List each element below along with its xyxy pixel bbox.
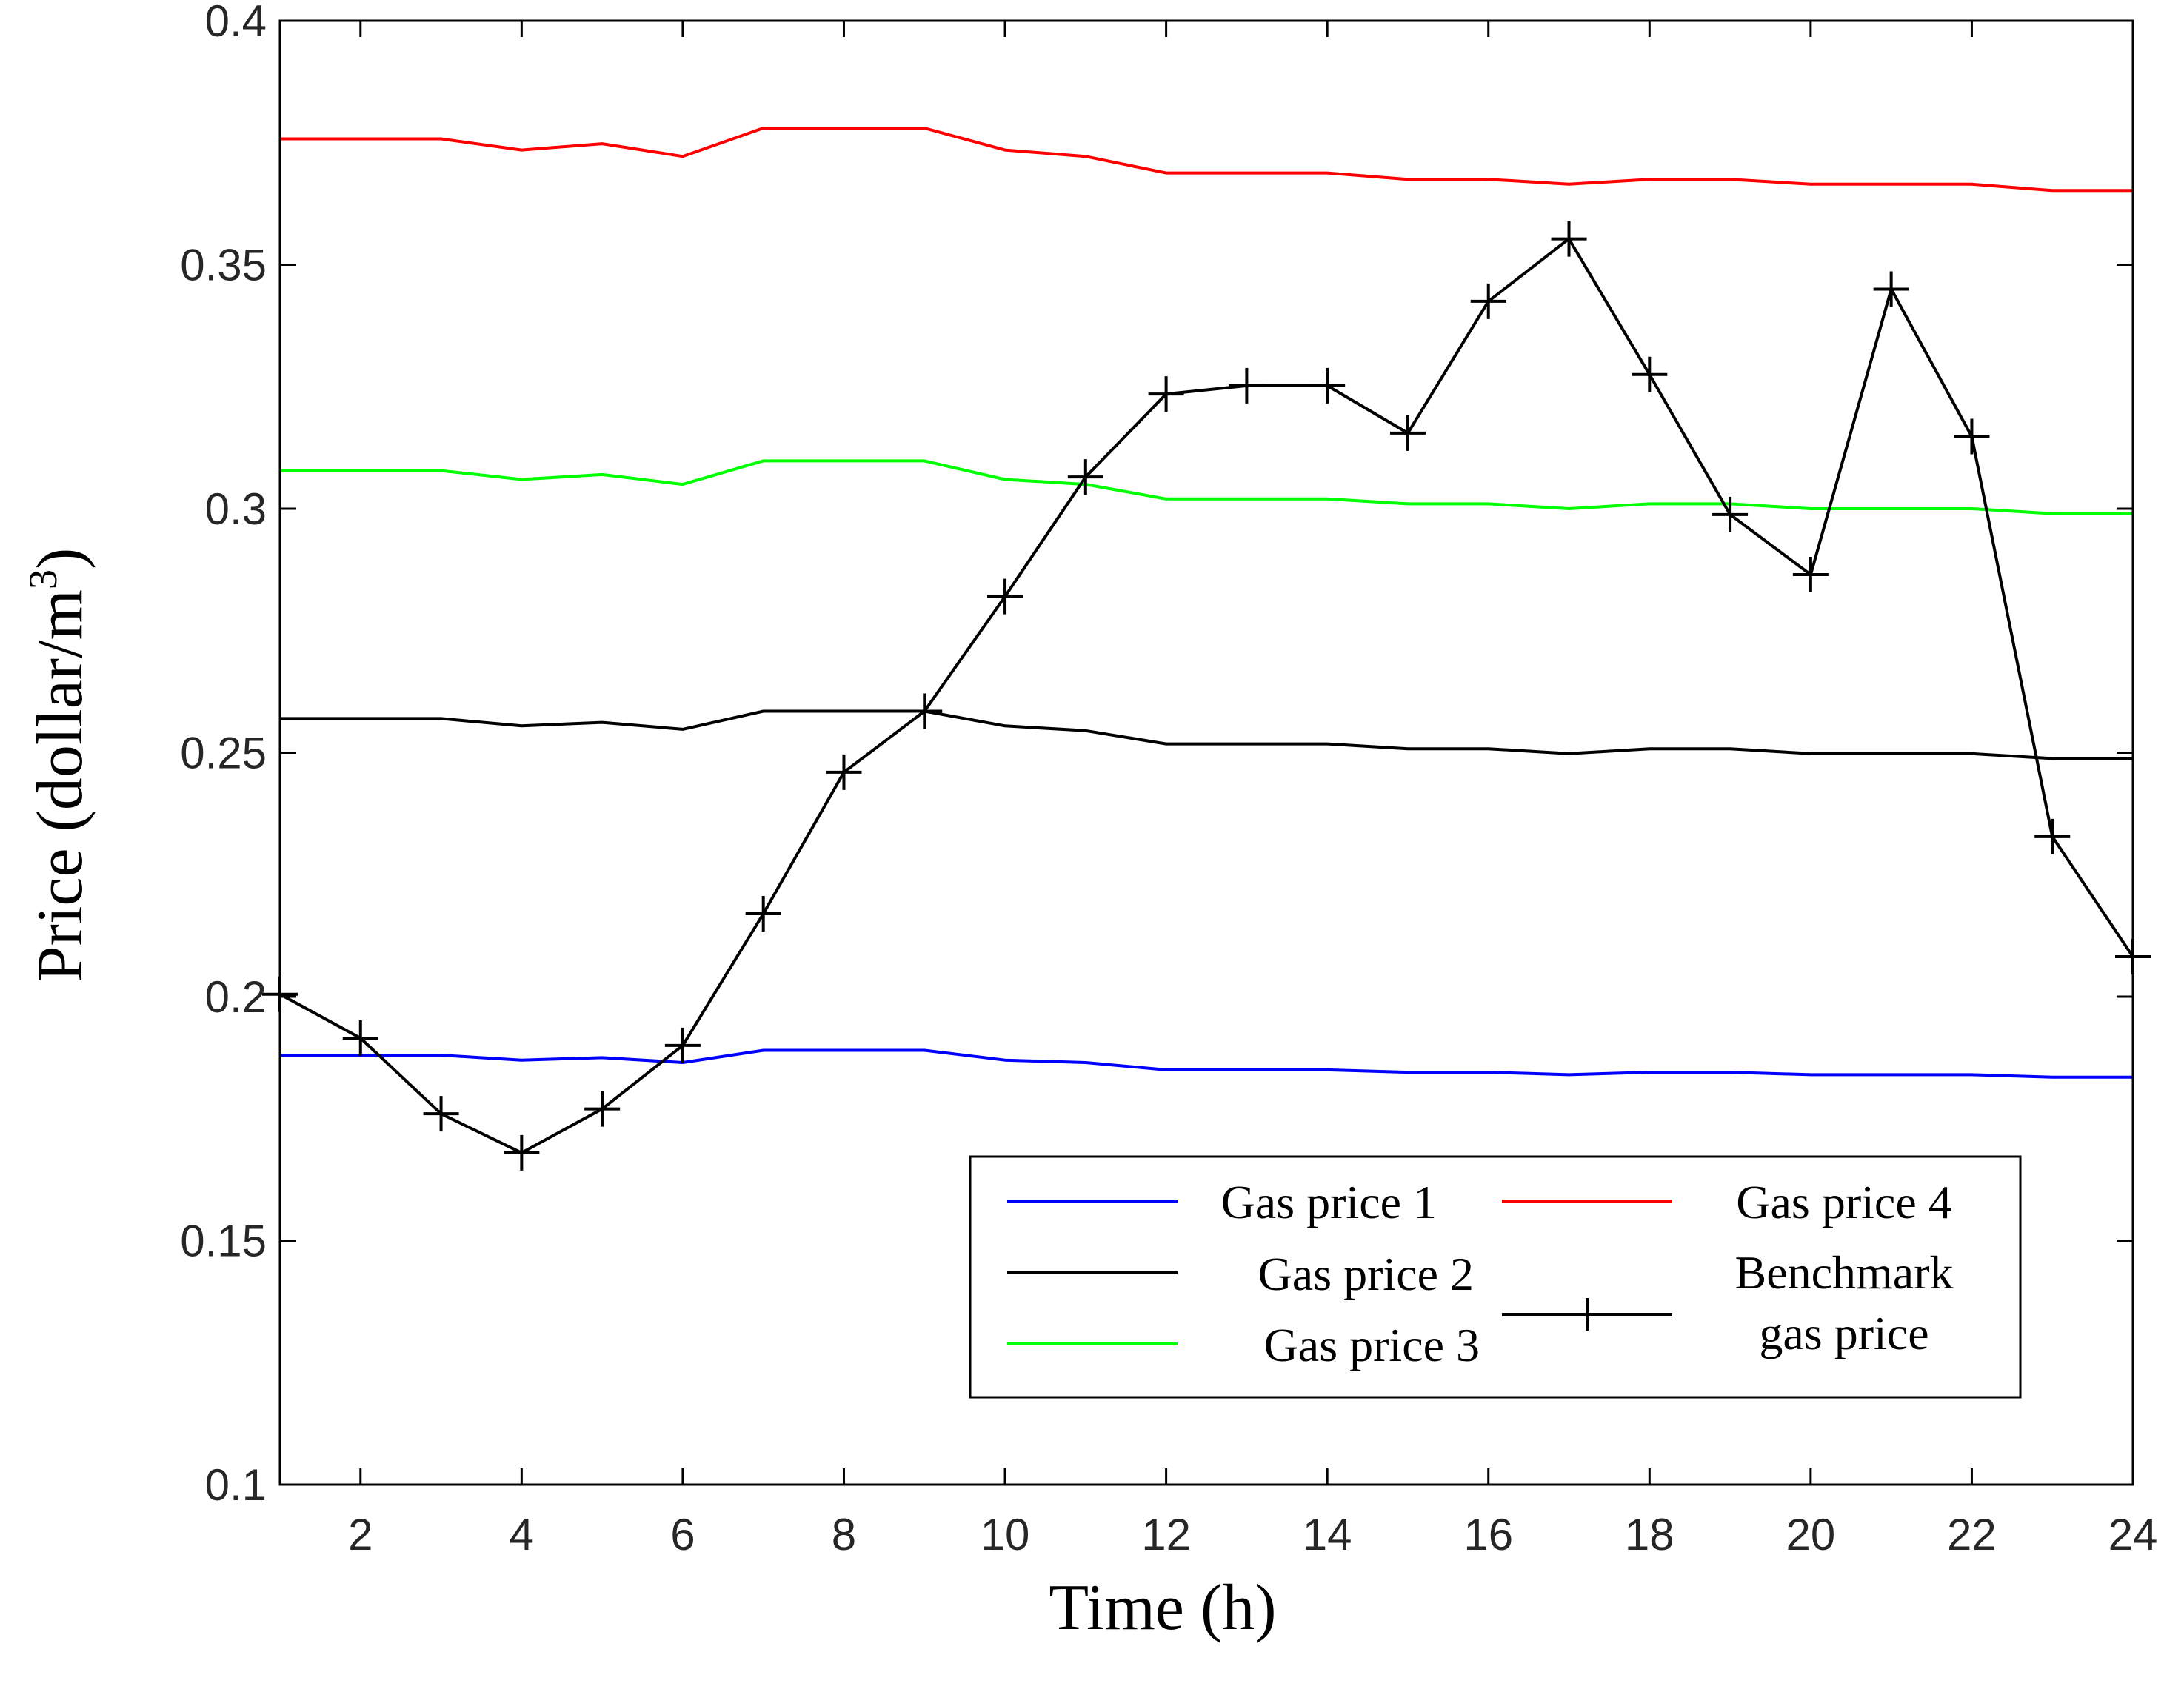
data-point-benchmark-gas-price	[1470, 283, 1506, 319]
y-tick-label: 0.2	[205, 972, 267, 1022]
series-line-gas-price-1	[280, 1048, 2133, 1079]
x-tick-label: 14	[1303, 1510, 1352, 1559]
data-point-benchmark-gas-price	[1148, 376, 1184, 412]
legend-label-gas-price-4: Gas price 4	[1736, 1176, 1951, 1228]
data-point-benchmark-gas-price	[1229, 367, 1265, 404]
plot-frame	[278, 19, 2134, 1486]
x-tick-label: 12	[1141, 1510, 1191, 1559]
data-point-benchmark-gas-price	[664, 1027, 701, 1063]
y-tick-label: 0.3	[205, 484, 267, 534]
legend-label-benchmark-line1: Benchmark	[1735, 1246, 1954, 1299]
x-tick-label: 20	[1786, 1510, 1835, 1559]
data-point-benchmark-gas-price	[1712, 496, 1749, 532]
x-axis-title: Time (h)	[1049, 1572, 1276, 1644]
legend-label-gas-price-3: Gas price 3	[1264, 1319, 1480, 1371]
y-axis-title-superscript: 3	[21, 569, 65, 589]
data-point-benchmark-gas-price	[1632, 356, 1668, 392]
x-tick-label: 22	[1947, 1510, 1997, 1559]
y-tick-label: 0.25	[180, 729, 267, 778]
data-point-benchmark-gas-price	[342, 1020, 378, 1057]
data-point-benchmark-gas-price	[1792, 556, 1829, 592]
x-tick-label: 24	[2108, 1510, 2158, 1559]
data-point-benchmark-gas-price	[826, 754, 862, 790]
legend-box	[969, 1155, 2022, 1399]
x-tick-label: 18	[1625, 1510, 1674, 1559]
legend-label-gas-price-2: Gas price 2	[1258, 1248, 1474, 1300]
data-point-benchmark-gas-price	[2034, 818, 2071, 854]
x-tick-label: 10	[981, 1510, 1030, 1559]
x-tick-label: 2	[348, 1510, 373, 1559]
data-point-benchmark-gas-price	[1551, 221, 1587, 257]
data-point-benchmark-gas-price	[745, 895, 781, 932]
y-tick-label: 0.35	[180, 241, 267, 290]
y-tick-label: 0.4	[205, 0, 267, 46]
series-line-benchmark-gas-price	[279, 237, 2134, 1154]
legend-label-gas-price-1: Gas price 1	[1221, 1176, 1437, 1228]
y-tick-label: 0.15	[180, 1217, 267, 1266]
data-point-benchmark-gas-price	[987, 578, 1023, 615]
y-axis-title-suffix: )	[24, 548, 96, 569]
data-point-benchmark-gas-price	[504, 1134, 540, 1171]
data-point-benchmark-gas-price	[1309, 367, 1346, 404]
y-tick-label: 0.1	[205, 1460, 267, 1510]
y-axis-title: Price (dollar/m3)	[21, 548, 96, 983]
data-point-benchmark-gas-price	[584, 1091, 621, 1127]
tick-labels: 2 4 6 8 10 12 14 16 18 20 22 240.10.150.20.250.30.3…	[180, 0, 2157, 1559]
x-tick-label: 16	[1463, 1510, 1513, 1559]
data-point-benchmark-gas-price	[423, 1096, 459, 1132]
data-point-benchmark-gas-price	[1873, 271, 1909, 307]
data-point-benchmark-gas-price	[1067, 459, 1103, 495]
data-point-benchmark-gas-price	[906, 693, 943, 729]
legend: Gas price 1 Gas price 2 Gas price 3 Gas …	[969, 1155, 2022, 1399]
series-layer	[262, 127, 2151, 1171]
legend-label-benchmark-line2: gas price	[1759, 1307, 1928, 1359]
series-line-gas-price-2	[280, 709, 2133, 760]
y-axis-title-main: Price (dollar/m	[24, 589, 96, 982]
series-line-gas-price-4	[280, 127, 2133, 193]
series-line-gas-price-3	[280, 459, 2133, 515]
data-point-benchmark-gas-price	[1389, 415, 1426, 451]
x-tick-label: 8	[832, 1510, 856, 1559]
data-point-benchmark-gas-price	[1954, 418, 1990, 455]
x-tick-label: 6	[670, 1510, 695, 1559]
x-tick-label: 4	[510, 1510, 534, 1559]
